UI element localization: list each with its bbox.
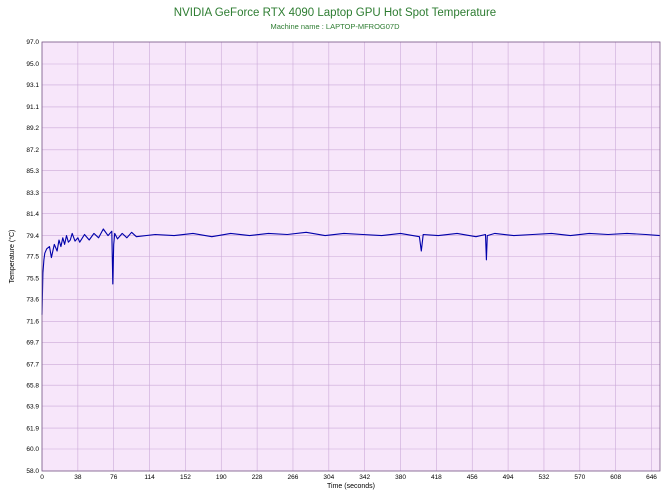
- y-tick-label: 81.4: [26, 211, 39, 218]
- x-tick-label: 570: [574, 474, 585, 481]
- x-tick-label: 494: [503, 474, 514, 481]
- y-tick-label: 91.1: [26, 104, 39, 111]
- x-axis: 0 38 76 114 152 190 228 266 304 342 380 418 456 494 53…: [40, 474, 657, 481]
- series-group: [41, 228, 661, 315]
- x-axis-label: Time (seconds): [327, 483, 375, 490]
- y-tick-label: 58.0: [26, 468, 39, 475]
- x-tick-label: 304: [323, 474, 334, 481]
- y-tick-label: 87.2: [26, 147, 39, 154]
- y-tick-label: 93.1: [26, 82, 39, 89]
- y-axis-label: Temperature (°C): [8, 230, 16, 284]
- y-tick-label: 89.2: [26, 125, 39, 132]
- y-tick-label: 65.8: [26, 382, 39, 389]
- y-axis: 97.0 95.0 93.1 91.1 89.2 87.2 85.3 83.3 81.4 79.4…: [26, 39, 39, 475]
- chart-title: NVIDIA GeForce RTX 4090 Laptop GPU Hot S…: [173, 7, 497, 19]
- x-tick-label: 38: [74, 474, 82, 481]
- x-tick-label: 342: [359, 474, 370, 481]
- y-tick-label: 69.7: [26, 340, 39, 347]
- x-tick-label: 608: [610, 474, 621, 481]
- x-tick-label: 228: [252, 474, 263, 481]
- x-tick-label: 190: [216, 474, 227, 481]
- x-tick-label: 0: [40, 474, 44, 481]
- y-tick-label: 97.0: [26, 39, 39, 46]
- y-tick-label: 60.0: [26, 446, 39, 453]
- x-tick-label: 152: [180, 474, 191, 481]
- y-tick-label: 61.9: [26, 425, 39, 432]
- chart-subtitle: Machine name : LAPTOP-MFROG07D: [270, 22, 400, 31]
- y-tick-label: 83.3: [26, 190, 39, 197]
- y-tick-label: 79.4: [26, 233, 39, 240]
- x-tick-label: 532: [539, 474, 550, 481]
- y-tick-label: 73.6: [26, 297, 39, 304]
- y-tick-label: 77.5: [26, 254, 39, 261]
- x-tick-label: 380: [395, 474, 406, 481]
- y-tick-label: 67.7: [26, 362, 39, 369]
- x-tick-label: 456: [467, 474, 478, 481]
- x-tick-label: 418: [431, 474, 442, 481]
- x-tick-label: 76: [110, 474, 118, 481]
- x-tick-label: 114: [144, 474, 155, 481]
- y-tick-label: 63.9: [26, 403, 39, 410]
- y-tick-label: 85.3: [26, 168, 39, 175]
- x-tick-label: 646: [646, 474, 657, 481]
- plot-frame: [41, 41, 661, 472]
- x-tick-label: 266: [288, 474, 299, 481]
- y-tick-label: 71.6: [26, 319, 39, 326]
- series-line: [41, 228, 661, 315]
- y-tick-label: 75.5: [26, 276, 39, 283]
- y-tick-label: 95.0: [26, 61, 39, 68]
